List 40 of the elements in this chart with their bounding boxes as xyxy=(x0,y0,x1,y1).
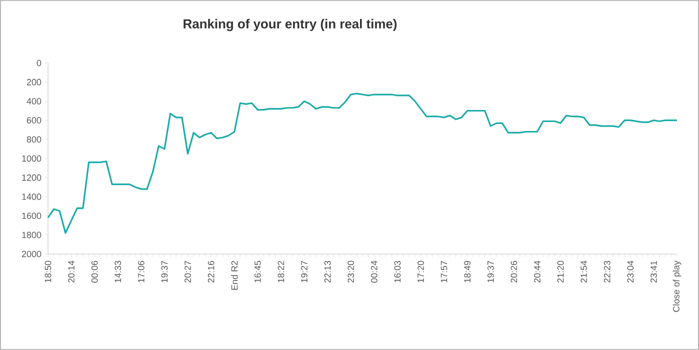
x-tick-label: 19:37 xyxy=(161,260,168,282)
x-tick-label: 20:26 xyxy=(510,260,518,283)
x-tick-label: 20:27 xyxy=(184,260,191,283)
x-tick-label: Close of play xyxy=(672,260,682,312)
x-tick-label: 17:06 xyxy=(138,260,144,282)
y-tick-label: 1400 xyxy=(22,194,42,200)
x-tick-label: 23:04 xyxy=(627,260,634,283)
y-tick-label: 400 xyxy=(26,98,42,104)
x-tick-label: 18:22 xyxy=(278,260,284,282)
y-tick-label: 800 xyxy=(26,136,42,143)
x-tick-label: 21:20 xyxy=(557,260,564,283)
x-tick-label: 17:57 xyxy=(440,260,448,282)
x-tick-label: 14:33 xyxy=(114,260,122,282)
y-tick-label: 2000 xyxy=(22,250,42,258)
x-tick-label: 18:50 xyxy=(44,260,52,282)
y-tick-label: 1000 xyxy=(22,155,42,162)
x-tick-label: End R2 xyxy=(231,260,238,290)
x-tick-label: 22:16 xyxy=(208,260,214,283)
x-tick-label: 20:14 xyxy=(68,260,74,283)
x-tick-label: 23:41 xyxy=(650,260,657,283)
x-tick-label: 21:54 xyxy=(580,260,587,283)
x-tick-label: 18:49 xyxy=(464,260,471,282)
x-tick-label: 17:20 xyxy=(418,260,424,282)
x-tick-label: 16:45 xyxy=(254,260,261,282)
chart-title: Ranking of your entry (in real time) xyxy=(184,18,397,32)
x-tick-label: 19:37 xyxy=(487,260,494,282)
y-tick-label: 600 xyxy=(26,117,42,124)
y-tick-label: 1200 xyxy=(22,174,42,181)
y-tick-label: 200 xyxy=(26,78,42,86)
y-tick-label: 1600 xyxy=(22,212,42,219)
x-tick-label: 20:44 xyxy=(534,260,540,283)
x-tick-label: 23:20 xyxy=(348,260,354,283)
x-tick-label: 00:06 xyxy=(91,260,98,283)
x-tick-label: 22:13 xyxy=(324,260,331,283)
y-tick-label: 1800 xyxy=(22,232,42,238)
y-tick-label: 0 xyxy=(36,60,42,66)
x-tick-label: 22:23 xyxy=(604,260,610,283)
x-tick-label: 00:24 xyxy=(370,260,378,283)
x-tick-label: 16:03 xyxy=(394,260,401,282)
x-tick-label: 19:27 xyxy=(301,260,308,282)
